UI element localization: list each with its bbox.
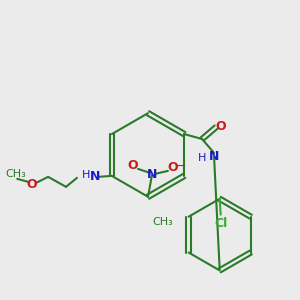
Text: H: H: [82, 170, 90, 180]
Text: −: −: [176, 159, 186, 172]
Text: Cl: Cl: [214, 217, 227, 230]
Text: N: N: [90, 170, 100, 183]
Text: O: O: [216, 120, 226, 133]
Text: CH₃: CH₃: [152, 217, 173, 227]
Text: O: O: [128, 159, 138, 172]
Text: O: O: [27, 178, 38, 191]
Text: O: O: [168, 161, 178, 174]
Text: CH₃: CH₃: [5, 169, 26, 179]
Text: N: N: [147, 168, 157, 182]
Text: N: N: [209, 151, 219, 164]
Text: H: H: [198, 153, 206, 163]
